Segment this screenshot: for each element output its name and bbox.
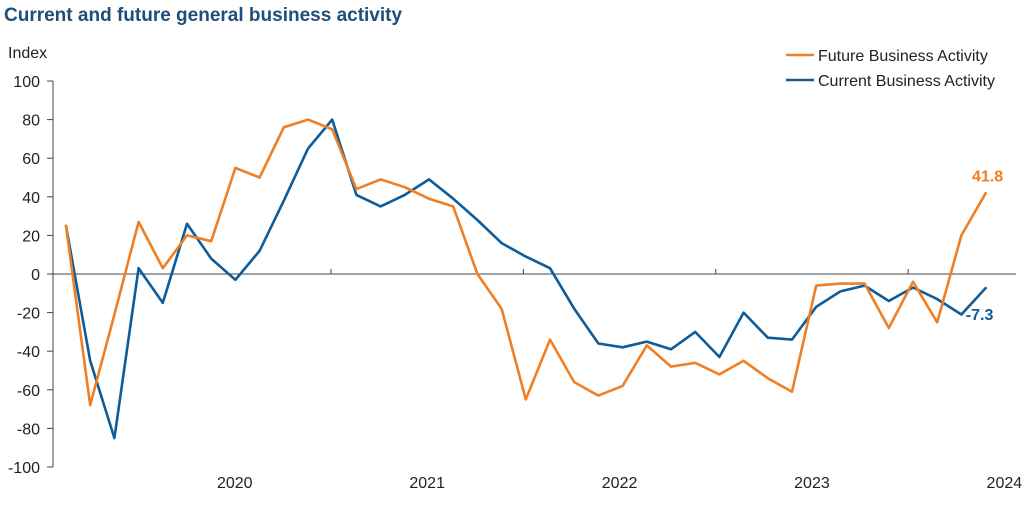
y-axis-label: Index — [8, 45, 47, 62]
current-end-label: -7.3 — [966, 307, 994, 324]
future-business-activity-line — [64, 118, 987, 407]
y-tick-label: 0 — [31, 267, 40, 284]
series-group: 41.8 -7.3 — [64, 118, 1003, 440]
y-tick-label: 60 — [22, 151, 40, 168]
current-business-activity-line — [64, 118, 987, 440]
future-end-label: 41.8 — [972, 168, 1003, 185]
legend-future-label: Future Business Activity — [818, 48, 988, 65]
y-tick-label: 40 — [22, 190, 40, 207]
legend-current-label: Current Business Activity — [818, 73, 995, 90]
x-tick-label: 2024 — [987, 475, 1023, 492]
chart-title: Current and future general business acti… — [4, 5, 403, 26]
x-tick-label: 2022 — [602, 475, 638, 492]
y-tick-label: 100 — [13, 74, 40, 91]
y-tick-label: 80 — [22, 113, 40, 130]
y-axis: 100 80 60 40 20 0 -20 -40 -60 -80 -100 — [8, 74, 54, 477]
legend: Future Business Activity Current Business… — [786, 48, 995, 90]
y-tick-label: -80 — [17, 421, 40, 438]
y-tick-label: -20 — [17, 306, 40, 323]
y-tick-label: 20 — [22, 228, 40, 245]
x-tick-label: 2020 — [217, 475, 253, 492]
y-tick-label: -100 — [8, 460, 40, 477]
x-tick-label: 2021 — [409, 475, 445, 492]
y-tick-label: -40 — [17, 344, 40, 361]
x-axis: 2020 2021 2022 2023 2024 — [53, 269, 1022, 492]
y-tick-label: -60 — [17, 383, 40, 400]
x-tick-label: 2023 — [794, 475, 830, 492]
